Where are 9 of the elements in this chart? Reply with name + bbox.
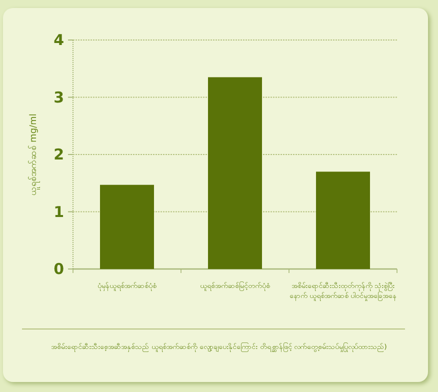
y-tick-label: 3 bbox=[54, 88, 64, 106]
y-tick-label: 4 bbox=[54, 31, 64, 49]
bar bbox=[316, 172, 370, 269]
y-tick-label: 2 bbox=[54, 146, 64, 164]
bar bbox=[100, 184, 154, 269]
y-axis-title: ယူရစ်အက်ဆစ် mg/ml bbox=[28, 114, 40, 196]
bar bbox=[208, 77, 262, 269]
y-tick-label: 1 bbox=[54, 202, 64, 221]
y-tick-label: 0 bbox=[54, 260, 64, 278]
